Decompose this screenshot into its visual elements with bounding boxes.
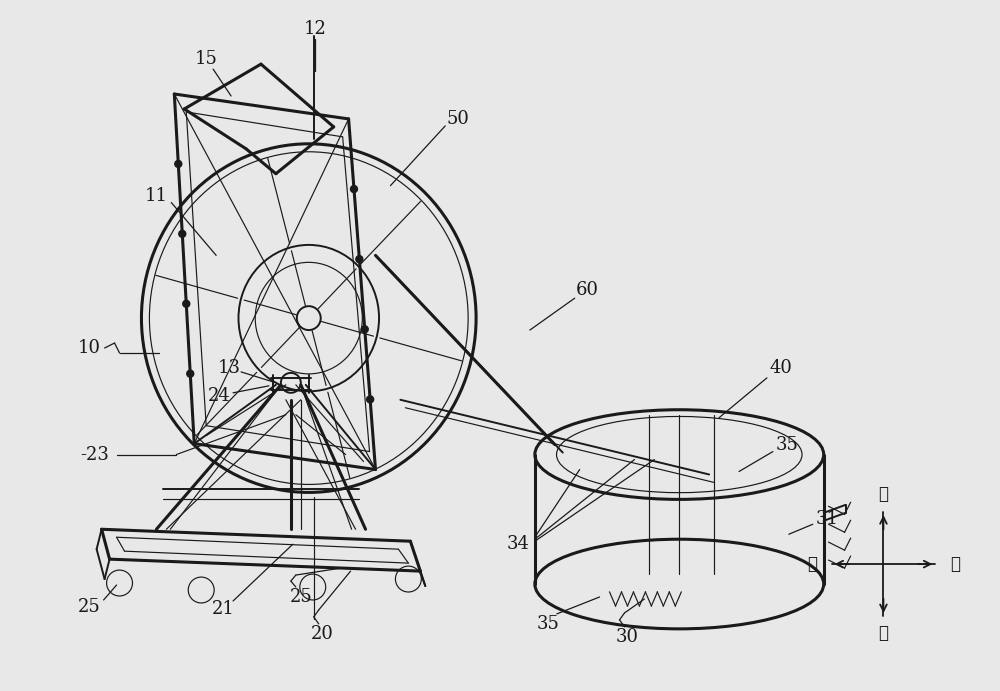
Text: 24: 24 — [208, 387, 231, 405]
Text: 12: 12 — [303, 20, 326, 38]
Text: 50: 50 — [447, 110, 470, 128]
Text: 25: 25 — [78, 598, 101, 616]
Text: 20: 20 — [311, 625, 334, 643]
Text: 40: 40 — [769, 359, 792, 377]
Circle shape — [183, 301, 190, 307]
Circle shape — [367, 396, 374, 403]
Text: 60: 60 — [576, 281, 599, 299]
Text: 34: 34 — [506, 536, 529, 553]
Text: 11: 11 — [145, 187, 168, 205]
Circle shape — [361, 325, 368, 333]
Text: 35: 35 — [536, 615, 559, 633]
Text: 13: 13 — [218, 359, 241, 377]
Circle shape — [356, 256, 363, 263]
Text: 右: 右 — [878, 486, 888, 503]
Text: 31: 31 — [815, 510, 838, 529]
Circle shape — [179, 230, 186, 237]
Circle shape — [175, 160, 182, 167]
Circle shape — [351, 186, 357, 193]
Text: 左: 左 — [878, 625, 888, 643]
Text: 后: 后 — [807, 556, 817, 573]
Text: 25: 25 — [289, 588, 312, 606]
Circle shape — [187, 370, 194, 377]
Text: 35: 35 — [775, 435, 798, 453]
Text: 前: 前 — [950, 556, 960, 573]
Text: 15: 15 — [195, 50, 218, 68]
Text: 21: 21 — [212, 600, 235, 618]
Text: 30: 30 — [616, 628, 639, 646]
Text: -23: -23 — [80, 446, 109, 464]
Text: 10: 10 — [78, 339, 101, 357]
